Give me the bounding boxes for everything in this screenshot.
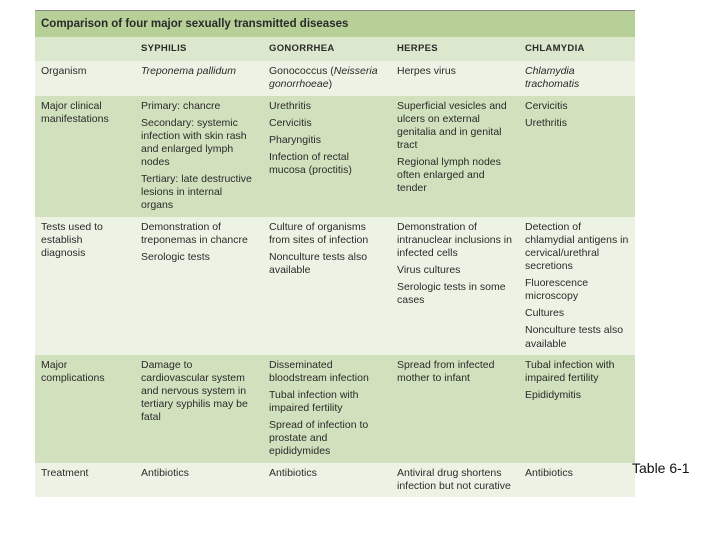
col-header-herpes: HERPES [391,37,519,61]
list-item: Regional lymph nodes often enlarged and … [397,156,513,195]
table-row: Major complications Damage to cardiovasc… [35,355,635,463]
cell-manifestations-chlamydia: Cervicitis Urethritis [519,96,635,217]
organism-name: Treponema pallidum [141,65,236,77]
cell-treatment-herpes: Antiviral drug shortens infection but no… [391,463,519,497]
cell-manifestations-syphilis: Primary: chancre Secondary: systemic inf… [135,96,263,217]
list-item: Cervicitis [269,117,385,130]
organism-name: Chlamydia trachomatis [525,65,579,90]
list-item: Demonstration of treponemas in chancre [141,221,257,247]
list-item: Culture of organisms from sites of infec… [269,221,385,247]
cell-organism-chlamydia: Chlamydia trachomatis [519,61,635,95]
list-item: Damage to cardiovascular system and nerv… [141,359,257,425]
col-header-chlamydia: CHLAMYDIA [519,37,635,61]
cell-tests-herpes: Demonstration of intranuclear inclusions… [391,217,519,355]
list-item: Serologic tests [141,251,257,264]
comparison-table: Comparison of four major sexually transm… [35,10,635,497]
page: Comparison of four major sexually transm… [0,0,720,540]
list-item: Spread from infected mother to infant [397,359,513,385]
table-row: Organism Treponema pallidum Gonococcus (… [35,61,635,95]
table-title-row: Comparison of four major sexually transm… [35,11,635,38]
cell-manifestations-gonorrhea: Urethritis Cervicitis Pharyngitis Infect… [263,96,391,217]
row-label-tests: Tests used to establish diagnosis [35,217,135,355]
list-item: Urethritis [525,117,629,130]
list-item: Cervicitis [525,100,629,113]
table-row: Major clinical manifestations Primary: c… [35,96,635,217]
cell-complications-syphilis: Damage to cardiovascular system and nerv… [135,355,263,463]
col-header-gonorrhea: GONORRHEA [263,37,391,61]
list-item: Primary: chancre [141,100,257,113]
list-item: Spread of infection to prostate and epid… [269,419,385,458]
row-label-organism: Organism [35,61,135,95]
list-item: Serologic tests in some cases [397,281,513,307]
table-row: Tests used to establish diagnosis Demons… [35,217,635,355]
list-item: Epididymitis [525,389,629,402]
list-item: Detection of chlamydial antigens in cerv… [525,221,629,274]
list-item: Tertiary: late destructive lesions in in… [141,173,257,212]
list-item: Nonculture tests also available [525,324,629,350]
cell-complications-chlamydia: Tubal infection with impaired fertility … [519,355,635,463]
organism-name: Neisseria gonorrhoeae [269,65,378,90]
list-item: Urethritis [269,100,385,113]
list-item: Cultures [525,307,629,320]
list-item: Demonstration of intranuclear inclusions… [397,221,513,260]
col-header-blank [35,37,135,61]
table-row: Treatment Antibiotics Antibiotics Antivi… [35,463,635,497]
list-item: Disseminated bloodstream infection [269,359,385,385]
list-item: Pharyngitis [269,134,385,147]
list-item: Secondary: systemic infection with skin … [141,117,257,170]
cell-complications-gonorrhea: Disseminated bloodstream infection Tubal… [263,355,391,463]
list-item: Virus cultures [397,264,513,277]
cell-manifestations-herpes: Superficial vesicles and ulcers on exter… [391,96,519,217]
table-caption: Table 6-1 [632,460,690,476]
cell-treatment-syphilis: Antibiotics [135,463,263,497]
list-item: Tubal infection with impaired fertility [525,359,629,385]
row-label-complications: Major complications [35,355,135,463]
row-label-treatment: Treatment [35,463,135,497]
cell-organism-syphilis: Treponema pallidum [135,61,263,95]
table-header-row: SYPHILIS GONORRHEA HERPES CHLAMYDIA [35,37,635,61]
cell-treatment-chlamydia: Antibiotics [519,463,635,497]
cell-tests-gonorrhea: Culture of organisms from sites of infec… [263,217,391,355]
cell-complications-herpes: Spread from infected mother to infant [391,355,519,463]
cell-treatment-gonorrhea: Antibiotics [263,463,391,497]
cell-organism-gonorrhea: Gonococcus (Neisseria gonorrhoeae) [263,61,391,95]
list-item: Superficial vesicles and ulcers on exter… [397,100,513,153]
col-header-syphilis: SYPHILIS [135,37,263,61]
list-item: Nonculture tests also available [269,251,385,277]
list-item: Infection of rectal mucosa (proctitis) [269,151,385,177]
table-title: Comparison of four major sexually transm… [35,11,635,38]
comparison-table-wrap: Comparison of four major sexually transm… [35,10,635,497]
cell-tests-syphilis: Demonstration of treponemas in chancre S… [135,217,263,355]
list-item: Tubal infection with impaired fertility [269,389,385,415]
row-label-manifestations: Major clinical manifestations [35,96,135,217]
cell-organism-herpes: Herpes virus [391,61,519,95]
list-item: Fluorescence microscopy [525,277,629,303]
cell-tests-chlamydia: Detection of chlamydial antigens in cerv… [519,217,635,355]
